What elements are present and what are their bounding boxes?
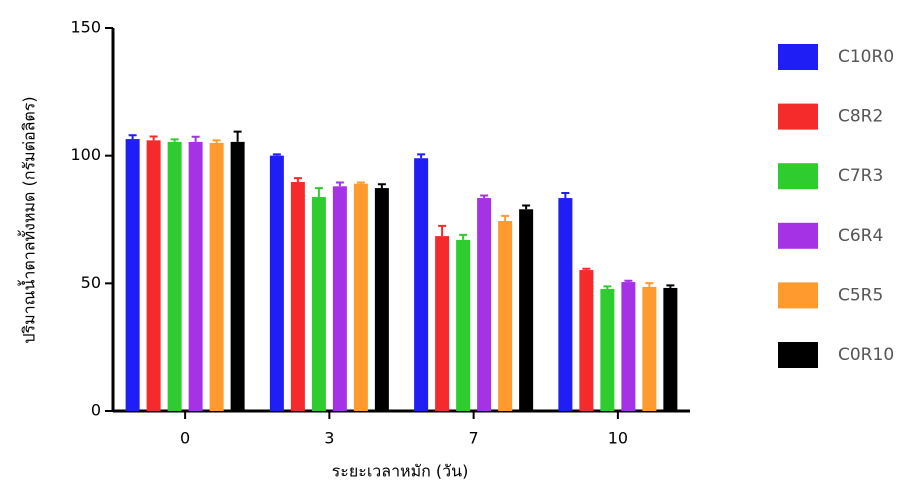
bar (269, 155, 284, 411)
legend-swatch (778, 103, 818, 130)
bar (353, 183, 368, 411)
bar (498, 221, 513, 411)
error-bar (624, 279, 633, 283)
bar (519, 209, 534, 411)
legend-swatch (778, 342, 818, 368)
y-tick-label: 150 (70, 18, 101, 37)
bar (663, 287, 678, 411)
bar (414, 158, 429, 411)
x-tick-label: 7 (469, 429, 479, 448)
bar (621, 282, 636, 411)
legend-swatch (778, 44, 818, 70)
error-bar (417, 153, 426, 159)
bar (332, 186, 347, 411)
error-bar (149, 135, 158, 141)
error-bar (233, 130, 242, 142)
x-tick-label: 3 (324, 429, 334, 448)
error-bar (480, 194, 489, 199)
error-bar (561, 191, 570, 199)
error-bar (501, 214, 510, 222)
bar (311, 197, 326, 411)
error-bar (377, 183, 386, 189)
legend-label: C8R2 (838, 107, 883, 127)
error-bar (314, 187, 323, 198)
legend-label: C10R0 (838, 47, 894, 67)
bar (230, 141, 245, 411)
y-tick-label: 0 (91, 401, 101, 420)
legend-label: C0R10 (838, 345, 894, 365)
bar (188, 141, 203, 411)
error-bar (212, 139, 221, 143)
bar (558, 198, 573, 411)
error-bar (582, 267, 591, 271)
legend-label: C5R5 (838, 285, 883, 305)
error-bar (459, 233, 468, 240)
x-axis-label: ระยะเวลาหมัก (วัน) (332, 462, 469, 481)
legend-swatch (778, 163, 818, 190)
x-tick-label: 10 (608, 429, 628, 448)
bar (435, 236, 450, 411)
error-bar (438, 224, 447, 237)
error-bar (272, 153, 281, 156)
legend-swatch (778, 222, 818, 249)
error-bar (335, 181, 344, 187)
bar (374, 188, 389, 411)
y-tick-label: 100 (70, 145, 101, 164)
error-bar (128, 134, 137, 140)
legend-label: C7R3 (838, 166, 883, 186)
error-bar (666, 284, 675, 288)
bar (146, 140, 161, 411)
legend-label: C6R4 (838, 226, 883, 246)
y-tick-label: 50 (81, 273, 101, 292)
bar (456, 239, 471, 411)
bar (125, 139, 140, 411)
error-bar (645, 282, 654, 287)
error-bar (293, 177, 302, 182)
legend-swatch (778, 282, 818, 309)
bar (600, 288, 615, 411)
bar (477, 198, 492, 411)
error-bar (170, 138, 179, 142)
bar (579, 270, 594, 411)
y-axis-label: ปริมาณน้ำตาลทั้งหมด (กรัมต่อลิตร) (18, 96, 39, 343)
bar (167, 141, 182, 411)
bar (209, 142, 224, 411)
x-tick-label: 0 (180, 429, 190, 448)
error-bar (522, 204, 531, 210)
error-bar (191, 135, 200, 142)
error-bar (356, 181, 365, 184)
error-bar (603, 285, 612, 289)
bar (642, 286, 657, 411)
bar (290, 181, 305, 411)
